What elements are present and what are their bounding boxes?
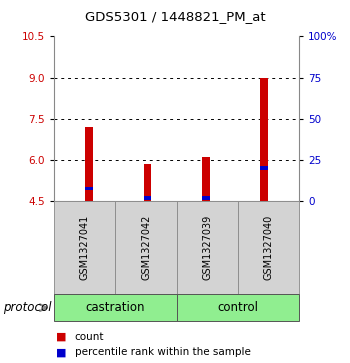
Text: castration: castration bbox=[86, 301, 145, 314]
Text: GSM1327039: GSM1327039 bbox=[202, 215, 212, 280]
Text: protocol: protocol bbox=[4, 301, 52, 314]
Text: control: control bbox=[217, 301, 259, 314]
Text: ■: ■ bbox=[56, 347, 66, 358]
Bar bbox=[144, 196, 151, 200]
Text: GSM1327041: GSM1327041 bbox=[80, 215, 90, 280]
Text: count: count bbox=[75, 332, 104, 342]
Bar bbox=[144, 164, 151, 201]
Bar bbox=[85, 187, 93, 190]
Bar bbox=[260, 166, 268, 170]
Bar bbox=[202, 196, 210, 200]
Text: GSM1327042: GSM1327042 bbox=[141, 215, 151, 281]
Bar bbox=[85, 127, 93, 201]
Text: GSM1327040: GSM1327040 bbox=[264, 215, 274, 280]
Text: percentile rank within the sample: percentile rank within the sample bbox=[75, 347, 251, 358]
Text: ■: ■ bbox=[56, 332, 66, 342]
Bar bbox=[260, 78, 268, 201]
Text: GDS5301 / 1448821_PM_at: GDS5301 / 1448821_PM_at bbox=[85, 10, 265, 23]
Bar bbox=[202, 158, 210, 201]
